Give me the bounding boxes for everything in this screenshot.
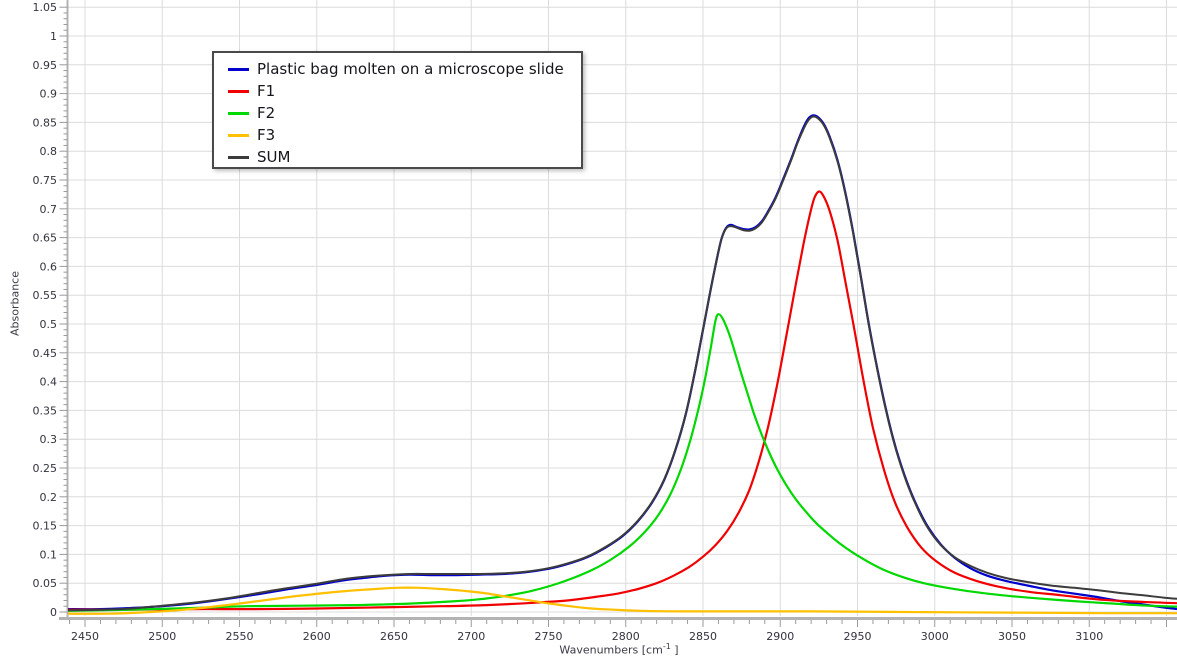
svg-text:2600: 2600: [303, 630, 331, 643]
svg-text:3100: 3100: [1075, 630, 1103, 643]
svg-text:2650: 2650: [380, 630, 408, 643]
svg-text:3050: 3050: [998, 630, 1026, 643]
svg-text:0.3: 0.3: [40, 433, 58, 446]
curve-sum: [68, 115, 1177, 612]
svg-text:2550: 2550: [226, 630, 254, 643]
svg-text:2850: 2850: [689, 630, 717, 643]
svg-text:0.25: 0.25: [33, 462, 58, 475]
spectrum-curves: [68, 114, 1177, 615]
gridlines: [67, 0, 1177, 616]
svg-text:2450: 2450: [71, 630, 99, 643]
curve-f2: [68, 313, 1177, 612]
legend-item-f3: F3: [219, 124, 581, 146]
legend-label: Plastic bag molten on a microscope slide: [257, 60, 564, 78]
curve-f1: [68, 190, 1177, 611]
svg-text:0.6: 0.6: [40, 260, 58, 273]
svg-text:0.2: 0.2: [40, 491, 58, 504]
legend-swatch-icon: [228, 111, 249, 115]
svg-text:0.1: 0.1: [40, 548, 58, 561]
x-axis-title-text: Wavenumbers [cm: [559, 643, 663, 657]
svg-text:0.5: 0.5: [40, 318, 58, 331]
y-axis-title: Absorbance: [8, 271, 22, 337]
svg-text:0.05: 0.05: [33, 577, 58, 590]
legend-swatch-icon: [228, 89, 249, 93]
svg-text:2750: 2750: [535, 630, 563, 643]
legend-swatch-icon: [228, 67, 249, 71]
svg-text:0.55: 0.55: [33, 289, 58, 302]
svg-text:0.45: 0.45: [33, 347, 58, 360]
svg-text:2700: 2700: [457, 630, 485, 643]
legend[interactable]: Plastic bag molten on a microscope slide…: [212, 51, 583, 169]
legend-item-sum: SUM: [219, 146, 581, 168]
x-axis-title-suffix: ]: [670, 643, 679, 657]
svg-text:0.15: 0.15: [33, 520, 58, 533]
svg-text:1: 1: [50, 30, 57, 43]
svg-text:1.05: 1.05: [33, 1, 58, 14]
x-axis-title-superscript: -1: [662, 642, 671, 651]
svg-text:0.7: 0.7: [40, 203, 58, 216]
svg-text:0.65: 0.65: [33, 232, 58, 245]
svg-text:2500: 2500: [148, 630, 176, 643]
svg-text:0.75: 0.75: [33, 174, 58, 187]
svg-text:2950: 2950: [844, 630, 872, 643]
legend-label: F3: [257, 126, 276, 144]
svg-text:0.35: 0.35: [33, 404, 58, 417]
x-axis-title: Wavenumbers [cm-1 ]: [469, 642, 769, 657]
legend-label: F2: [257, 104, 276, 122]
legend-label: F1: [257, 82, 276, 100]
svg-text:0.4: 0.4: [40, 376, 58, 389]
svg-text:0.85: 0.85: [33, 116, 58, 129]
svg-text:0.9: 0.9: [40, 88, 58, 101]
svg-text:0.95: 0.95: [33, 59, 58, 72]
svg-text:2800: 2800: [612, 630, 640, 643]
legend-item-f1: F1: [219, 80, 581, 102]
legend-swatch-icon: [228, 155, 249, 159]
legend-item-f2: F2: [219, 102, 581, 124]
axes: [59, 0, 1177, 620]
svg-text:0.8: 0.8: [40, 145, 58, 158]
curve-f3: [68, 586, 1177, 615]
legend-swatch-icon: [228, 133, 249, 137]
legend-item-plastic-bag-molten-on-a-microscope-slide: Plastic bag molten on a microscope slide: [219, 58, 581, 80]
svg-text:2900: 2900: [766, 630, 794, 643]
tick-labels: 0 0.05 0.1 0.15 0.2 0.25 0.3 0.35 0.4 0.45 0.5 0.55…: [33, 1, 1104, 643]
tick-marks: [59, 6, 1167, 627]
legend-label: SUM: [257, 148, 291, 166]
svg-text:0: 0: [50, 606, 57, 619]
svg-text:3000: 3000: [921, 630, 949, 643]
